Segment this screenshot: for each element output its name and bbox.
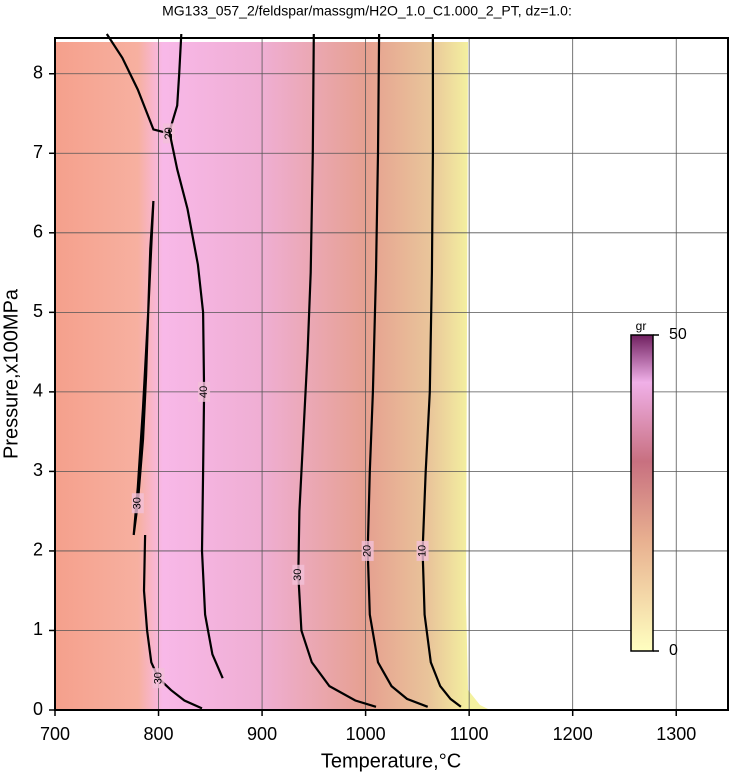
- contour-label: 40: [198, 386, 210, 398]
- chart-title: MG133_057_2/feldspar/massgm/H2O_1.0_C1.0…: [162, 3, 572, 19]
- contour-label-bg: [131, 493, 144, 514]
- y-tick-label: 2: [33, 540, 43, 560]
- x-axis-label: Temperature,°C: [321, 750, 461, 772]
- contour-label: 30: [152, 672, 164, 684]
- contour-line: [105, 33, 183, 135]
- colorbar-label: gr: [636, 319, 647, 333]
- colorbar-tick-label: 50: [669, 326, 687, 343]
- x-tick-label: 1300: [656, 724, 696, 744]
- colorbar: [630, 334, 654, 652]
- contour-label: 10: [416, 545, 428, 557]
- x-tick-label: 1200: [553, 724, 593, 744]
- y-tick-label: 3: [33, 460, 43, 480]
- contour-label-bg: [292, 564, 305, 585]
- y-tick-label: 0: [33, 699, 43, 719]
- y-tick-label: 5: [33, 301, 43, 321]
- contour-label-bg: [416, 540, 429, 561]
- colorbar-tick-label: 0: [669, 642, 678, 659]
- y-tick-label: 7: [33, 142, 43, 162]
- x-tick-label: 800: [144, 724, 174, 744]
- contour-line: [297, 33, 377, 708]
- y-tick-label: 1: [33, 619, 43, 639]
- x-tick-label: 900: [247, 724, 277, 744]
- y-axis-label: Pressure,x100MPa: [0, 288, 22, 459]
- grid: [54, 38, 728, 711]
- contour-label-bg: [361, 540, 374, 561]
- contour-label: 20: [362, 545, 374, 557]
- x-tick-label: 700: [40, 724, 70, 744]
- contour-label: 30: [292, 569, 304, 581]
- x-tick-label: 1100: [450, 724, 489, 744]
- y-tick-label: 8: [33, 62, 43, 82]
- field-fill: [55, 42, 490, 710]
- y-tick-label: 4: [33, 381, 43, 401]
- y-tick-label: 6: [33, 222, 43, 242]
- plot-frame: [54, 37, 729, 711]
- contour-label: 30: [132, 497, 144, 509]
- contour-label-bg: [152, 668, 165, 689]
- x-tick-label: 1000: [346, 724, 386, 744]
- contour-label-bg: [198, 381, 211, 402]
